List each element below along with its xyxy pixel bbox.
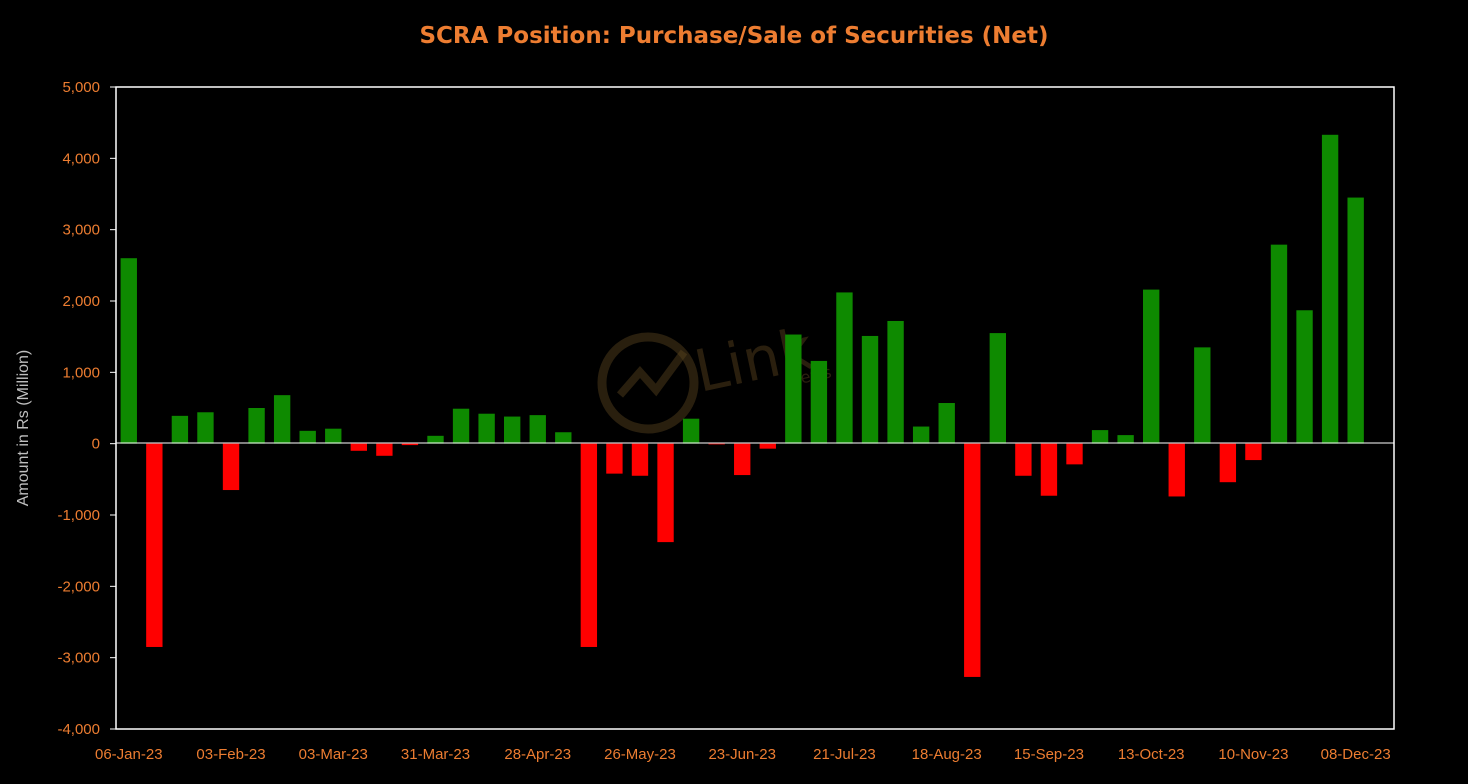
bar-01-Sep-23 — [989, 333, 1006, 444]
bar-18-Aug-23 — [938, 403, 955, 444]
y-tick-label: -2,000 — [57, 578, 100, 595]
bar-07-Apr-23 — [452, 408, 470, 444]
x-tick-label: 21-Jul-23 — [813, 746, 876, 763]
bar-22-Sep-23 — [1066, 443, 1083, 465]
bar-17-Feb-23 — [273, 395, 291, 444]
bar-01-Dec-23 — [1321, 134, 1339, 444]
y-tick-label: -4,000 — [57, 721, 100, 738]
y-tick-label: 5,000 — [62, 79, 100, 96]
bar-28-Apr-23 — [529, 415, 546, 444]
x-tick-label: 23-Jun-23 — [708, 746, 776, 763]
bar-15-Sep-23 — [1040, 443, 1058, 496]
bar-08-Dec-23 — [1347, 197, 1364, 444]
bar-31-Mar-23 — [427, 435, 444, 444]
x-tick-label: 26-May-23 — [604, 746, 676, 763]
x-tick-label: 03-Mar-23 — [299, 746, 368, 763]
y-tick-label: 2,000 — [62, 293, 100, 310]
bar-28-Jul-23 — [861, 335, 879, 444]
y-tick-label: 4,000 — [62, 150, 100, 167]
bar-03-Feb-23 — [222, 443, 240, 491]
x-tick-label: 18-Aug-23 — [912, 746, 982, 763]
bar-10-Feb-23 — [248, 408, 265, 444]
y-axis-ticks: 5,000 4,000 3,000 2,000 1,000 0 -1,000 -2,000 -3… — [57, 79, 116, 738]
chart-title: SCRA Position: Purchase/Sale of Securiti… — [419, 23, 1048, 49]
bar-07-Jul-23 — [785, 334, 802, 444]
bar-16-Jun-23 — [708, 443, 725, 445]
bar-03-Mar-23 — [325, 428, 342, 444]
bar-12-May-23 — [580, 443, 598, 647]
bar-21-Apr-23 — [504, 416, 521, 444]
y-axis-label: Amount in Rs (Million) — [15, 350, 32, 506]
y-tick-label: 1,000 — [62, 364, 100, 381]
bar-27-Jan-23 — [197, 412, 214, 444]
bar-19-May-23 — [606, 443, 623, 474]
bar-23-Jun-23 — [734, 443, 751, 476]
bar-17-Mar-23 — [376, 443, 393, 456]
bar-05-May-23 — [555, 432, 572, 444]
bar-25-Aug-23 — [964, 443, 981, 677]
x-axis-ticks: 06-Jan-23 03-Feb-23 03-Mar-23 31-Mar-23 28-A… — [95, 746, 1391, 763]
bar-11-Aug-23 — [912, 426, 930, 444]
bar-21-Jul-23 — [836, 292, 853, 444]
x-tick-label: 10-Nov-23 — [1218, 746, 1288, 763]
x-tick-label: 28-Apr-23 — [504, 746, 571, 763]
bar-04-Aug-23 — [887, 320, 904, 444]
x-tick-label: 13-Oct-23 — [1118, 746, 1185, 763]
bar-29-Sep-23 — [1091, 430, 1109, 444]
x-tick-label: 06-Jan-23 — [95, 746, 163, 763]
bar-20-Jan-23 — [171, 415, 189, 444]
watermark-logo-icon — [597, 332, 699, 434]
bar-10-Mar-23 — [350, 443, 367, 451]
y-tick-label: -3,000 — [57, 650, 100, 667]
bar-13-Jan-23 — [146, 443, 163, 647]
x-tick-label: 31-Mar-23 — [401, 746, 470, 763]
bar-24-Mar-23 — [401, 443, 419, 446]
bar-27-Oct-23 — [1194, 347, 1211, 444]
bar-13-Oct-23 — [1143, 289, 1160, 444]
bar-24-Nov-23 — [1296, 310, 1313, 444]
bar-26-May-23 — [631, 443, 649, 476]
bar-03-Nov-23 — [1219, 443, 1237, 483]
y-tick-label: -1,000 — [57, 507, 100, 524]
bar-08-Sep-23 — [1015, 443, 1032, 476]
bar-14-Jul-23 — [810, 360, 828, 444]
bar-20-Oct-23 — [1168, 443, 1185, 497]
bar-10-Nov-23 — [1245, 443, 1262, 461]
bar-02-Jun-23 — [657, 443, 674, 543]
bar-14-Apr-23 — [478, 413, 495, 444]
x-tick-label: 08-Dec-23 — [1321, 746, 1391, 763]
bar-17-Nov-23 — [1270, 244, 1288, 444]
bar-24-Feb-23 — [299, 430, 316, 444]
y-tick-label: 0 — [92, 436, 100, 453]
x-tick-label: 15-Sep-23 — [1014, 746, 1084, 763]
y-tick-label: 3,000 — [62, 222, 100, 239]
bars — [120, 134, 1364, 677]
bar-09-Jun-23 — [682, 418, 700, 444]
plot-area-frame — [115, 86, 1395, 730]
x-tick-label: 03-Feb-23 — [196, 746, 265, 763]
bar-06-Jan-23 — [120, 258, 137, 444]
bar-06-Oct-23 — [1117, 435, 1134, 444]
bar-30-Jun-23 — [759, 443, 776, 449]
